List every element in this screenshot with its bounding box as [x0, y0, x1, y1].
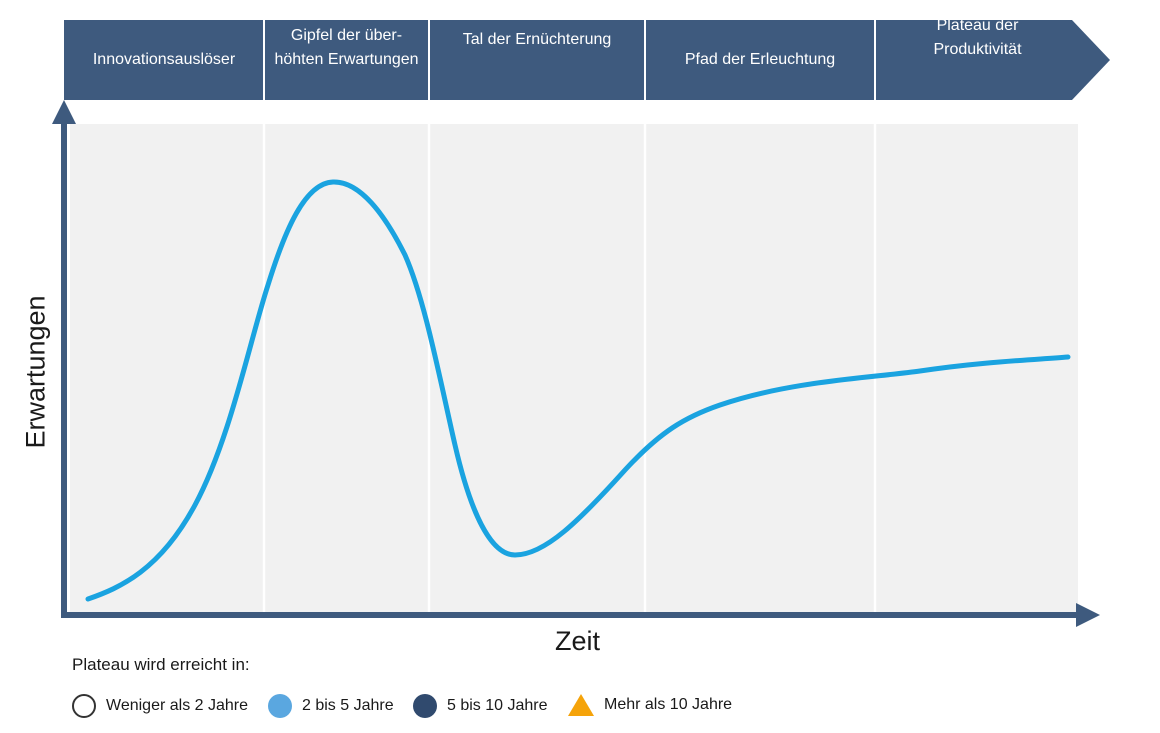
- y-axis-title: Erwartungen: [20, 295, 51, 449]
- phase-label-slope-of-enlightenment: Pfad der Erleuchtung: [684, 51, 836, 68]
- phase-label-plateau-of-productivity: Plateau der Produktivität: [933, 17, 1022, 58]
- triangle-orange-icon: [568, 694, 594, 716]
- phase-label-peak-of-inflated-expectations: Gipfel der über- höhten Erwartungen: [274, 27, 419, 68]
- legend-item-under-2-years: Weniger als 2 Jahre: [72, 694, 248, 718]
- plot-panel: [70, 124, 1078, 612]
- phase-dividers: [262, 124, 877, 612]
- x-axis-arrow: [1076, 603, 1100, 627]
- legend-item-over-10-years: Mehr als 10 Jahre: [568, 694, 732, 716]
- circle-outline-icon: [72, 694, 96, 718]
- legend-label: Mehr als 10 Jahre: [604, 696, 733, 713]
- circle-dark-blue-icon: [413, 694, 437, 718]
- phase-label-innovation-trigger: Innovationsauslöser: [92, 51, 236, 68]
- legend-label: 2 bis 5 Jahre: [302, 697, 394, 714]
- phase-banner: [64, 20, 1110, 100]
- hype-curve: [85, 179, 1071, 602]
- legend-item-5-to-10-years: 5 bis 10 Jahre: [413, 694, 548, 718]
- phase-label-trough-of-disillusionment: Tal der Ernüchterung: [462, 31, 612, 48]
- y-axis-arrow: [52, 100, 76, 124]
- circle-light-blue-icon: [268, 694, 292, 718]
- legend-item-2-to-5-years: 2 bis 5 Jahre: [268, 694, 394, 718]
- x-axis-title: Zeit: [555, 626, 601, 656]
- legend-heading: Plateau wird erreicht in:: [72, 655, 250, 674]
- legend-label: 5 bis 10 Jahre: [447, 697, 548, 714]
- banner-separators: [263, 20, 876, 100]
- legend-label: Weniger als 2 Jahre: [106, 697, 248, 714]
